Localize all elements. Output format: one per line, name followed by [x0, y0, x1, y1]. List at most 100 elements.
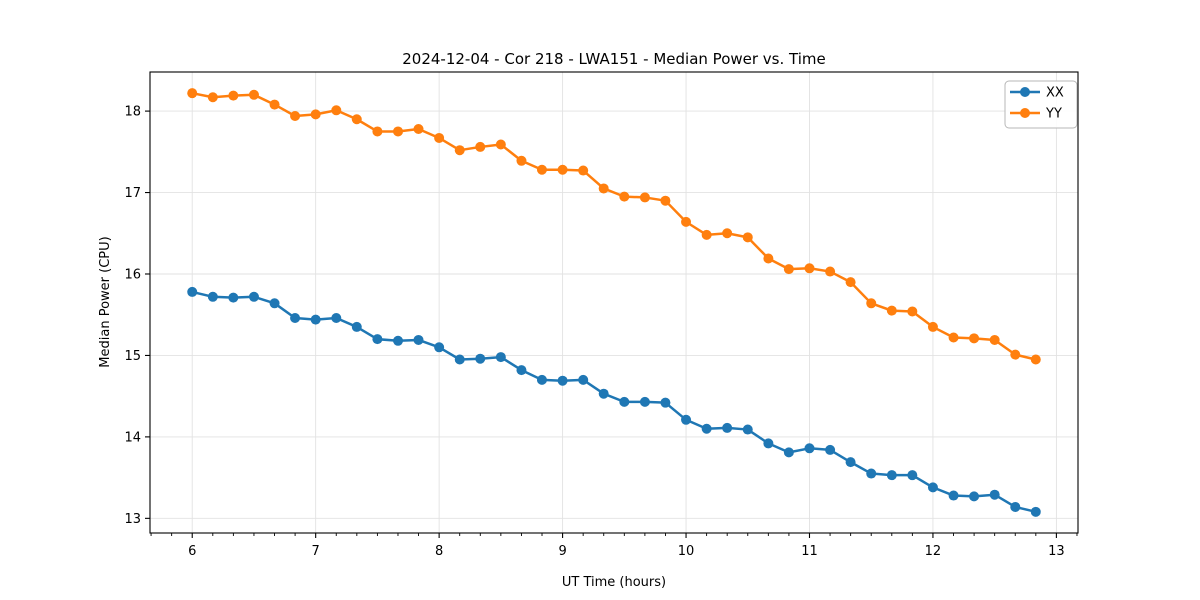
data-point-marker-yy [516, 155, 527, 166]
data-point-marker-yy [1030, 354, 1041, 365]
data-point-marker-yy [722, 228, 733, 239]
legend-entry-xx: XX [1010, 86, 1064, 101]
data-point-marker-xx [516, 365, 527, 376]
y-tick-label: 18 [124, 105, 141, 120]
data-point-marker-yy [1010, 349, 1021, 360]
y-axis-label: Median Power (CPU) [98, 236, 113, 367]
legend-marker-yy [1020, 108, 1030, 118]
data-point-marker-xx [927, 482, 938, 493]
data-point-marker-xx [804, 443, 815, 454]
data-point-marker-yy [434, 132, 445, 143]
data-point-marker-xx [536, 374, 547, 385]
data-point-marker-yy [351, 114, 362, 125]
x-tick-label: 11 [801, 544, 818, 559]
data-point-marker-xx [783, 447, 794, 458]
x-tick-label: 7 [312, 544, 320, 559]
data-point-marker-xx [207, 291, 218, 302]
data-point-marker-xx [948, 490, 959, 501]
data-point-marker-xx [475, 353, 486, 364]
grid-layer [150, 72, 1078, 533]
data-point-marker-yy [845, 277, 856, 288]
legend-label-yy: YY [1045, 107, 1062, 122]
legend-box [1004, 80, 1078, 129]
data-point-marker-xx [866, 468, 877, 479]
data-point-marker-xx [681, 414, 692, 425]
data-point-marker-xx [290, 312, 301, 323]
legend: XX YY [1004, 80, 1078, 129]
data-point-marker-xx [1010, 501, 1021, 512]
data-point-marker-xx [331, 312, 342, 323]
data-point-marker-xx [413, 334, 424, 345]
data-point-marker-yy [598, 183, 609, 194]
data-point-marker-yy [619, 191, 630, 202]
data-point-marker-yy [763, 253, 774, 264]
data-point-marker-yy [248, 89, 259, 100]
data-point-marker-xx [989, 489, 1000, 500]
data-point-marker-xx [434, 342, 445, 353]
data-point-marker-yy [454, 145, 465, 156]
y-tick-label: 14 [124, 430, 141, 445]
data-point-marker-yy [413, 124, 424, 135]
data-point-marker-yy [557, 164, 568, 175]
data-point-marker-yy [948, 332, 959, 343]
data-point-marker-xx [310, 314, 321, 325]
data-point-marker-yy [578, 165, 589, 176]
data-point-marker-yy [886, 305, 897, 316]
data-point-marker-yy [269, 99, 280, 110]
data-point-marker-yy [660, 195, 671, 206]
axes-layer: 6 7 8 9 10 11 12 13 13 14 15 16 17 18 [124, 105, 1078, 559]
data-point-marker-yy [393, 126, 404, 137]
data-point-marker-yy [825, 266, 836, 277]
plot-frame [149, 71, 1079, 534]
data-point-marker-xx [639, 396, 650, 407]
data-point-marker-yy [228, 90, 239, 101]
x-axis-label: UT Time (hours) [562, 575, 666, 590]
data-point-marker-xx [578, 374, 589, 385]
data-point-marker-xx [598, 388, 609, 399]
data-point-marker-xx [372, 334, 383, 345]
data-point-marker-yy [310, 109, 321, 120]
data-point-marker-yy [783, 264, 794, 275]
x-tick-label: 12 [925, 544, 942, 559]
data-point-marker-yy [989, 334, 1000, 345]
x-tick-label: 6 [188, 544, 196, 559]
data-point-marker-xx [187, 286, 198, 297]
y-tick-label: 17 [124, 186, 141, 201]
data-point-marker-yy [207, 92, 218, 103]
data-point-marker-xx [1030, 506, 1041, 517]
data-point-marker-xx [351, 321, 362, 332]
data-point-marker-yy [187, 88, 198, 99]
data-point-marker-yy [639, 192, 650, 203]
data-point-marker-xx [845, 457, 856, 468]
data-point-marker-xx [825, 444, 836, 455]
x-tick-label: 9 [558, 544, 566, 559]
data-point-marker-yy [969, 333, 980, 344]
data-point-marker-xx [495, 352, 506, 363]
data-point-marker-yy [536, 164, 547, 175]
data-point-marker-xx [454, 354, 465, 365]
data-point-marker-xx [557, 375, 568, 386]
data-point-marker-xx [886, 470, 897, 481]
data-point-marker-xx [969, 491, 980, 502]
data-point-marker-yy [927, 321, 938, 332]
data-point-marker-xx [619, 396, 630, 407]
data-point-marker-yy [331, 105, 342, 116]
data-point-marker-xx [228, 292, 239, 303]
legend-marker-xx [1020, 87, 1030, 97]
x-tick-label: 8 [435, 544, 443, 559]
y-tick-label: 15 [124, 349, 141, 364]
data-point-marker-yy [804, 263, 815, 274]
data-point-marker-yy [866, 298, 877, 309]
data-point-marker-yy [681, 216, 692, 227]
data-point-marker-yy [372, 126, 383, 137]
data-point-marker-yy [742, 232, 753, 243]
data-point-marker-xx [907, 470, 918, 481]
data-point-marker-xx [393, 335, 404, 346]
legend-label-xx: XX [1046, 86, 1064, 101]
data-point-marker-xx [722, 422, 733, 433]
data-point-marker-xx [701, 423, 712, 434]
legend-entry-yy: YY [1010, 107, 1062, 122]
data-point-marker-yy [907, 306, 918, 317]
data-point-marker-xx [763, 438, 774, 449]
